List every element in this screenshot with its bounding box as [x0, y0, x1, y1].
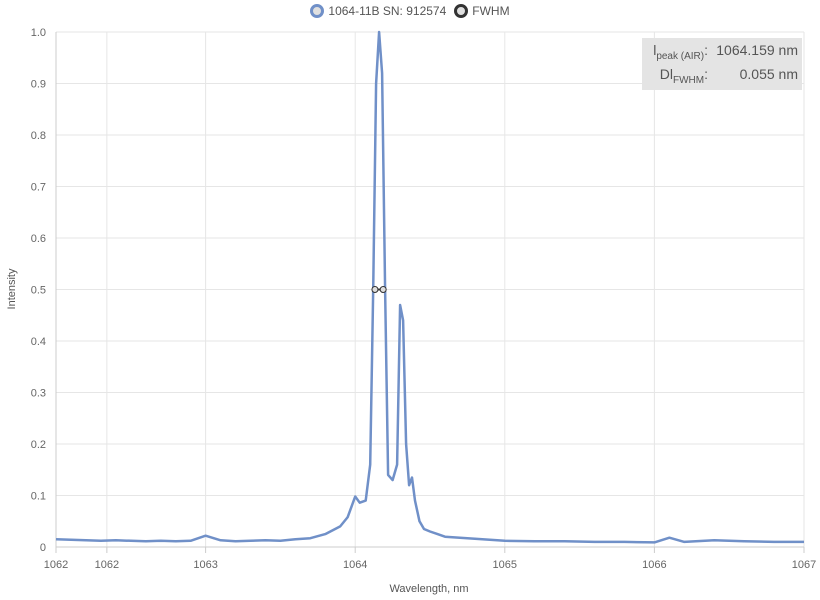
- legend: 1064-11B SN: 912574 FWHM: [0, 4, 820, 18]
- y-tick-label: 0.9: [31, 79, 46, 91]
- x-tick-labels: 1062 1062 1063 1064 1065 1066 1067: [44, 559, 816, 571]
- x-tick-label: 1066: [642, 559, 666, 571]
- info-box: lpeak (AIR): 1064.159 nm DlFWHM: 0.055 n…: [642, 38, 802, 90]
- x-tick-label: 1064: [343, 559, 367, 571]
- fwhm-swatch-icon: [454, 4, 469, 18]
- y-tick-label: 0.3: [31, 388, 46, 400]
- y-tick-label: 0.6: [31, 233, 46, 245]
- peak-value: 1064.159 nm: [716, 42, 798, 58]
- y-tick-label: 0.4: [31, 336, 46, 348]
- legend-item-fwhm[interactable]: FWHM: [454, 4, 510, 18]
- fwhm-point: [379, 286, 387, 293]
- peak-label: lpeak (AIR):: [653, 42, 708, 62]
- y-tick-label: 0.7: [31, 182, 46, 194]
- spectrum-series-line: [55, 30, 804, 544]
- x-tick-label: 1063: [193, 559, 217, 571]
- series-layer: [55, 30, 804, 544]
- legend-series-label: 1064-11B SN: 912574: [328, 4, 447, 18]
- x-tick-label: 1067: [792, 559, 816, 571]
- y-tick-label: 1.0: [31, 27, 46, 39]
- fwhm-info-label: DlFWHM:: [659, 66, 708, 86]
- y-axis-title: Intensity: [6, 268, 18, 309]
- y-tick-label: 0: [40, 542, 46, 554]
- legend-fwhm-label: FWHM: [472, 4, 510, 18]
- grid-lines: [56, 31, 805, 548]
- x-tick-label: 1062: [44, 559, 68, 571]
- y-tick-label: 0.1: [31, 491, 46, 503]
- fwhm-row: DlFWHM: 0.055 nm: [642, 66, 798, 86]
- y-tick-label: 0.8: [31, 130, 46, 142]
- axes: [55, 32, 805, 553]
- series-swatch-icon: [310, 4, 325, 18]
- fwhm-point: [371, 286, 379, 293]
- x-axis-title: Wavelength, nm: [389, 583, 468, 595]
- x-tick-label: 1065: [493, 559, 517, 571]
- legend-item-series[interactable]: 1064-11B SN: 912574: [310, 4, 446, 18]
- y-tick-label: 0.2: [31, 439, 46, 451]
- y-tick-label: 0.5: [31, 285, 46, 297]
- peak-row: lpeak (AIR): 1064.159 nm: [642, 42, 798, 62]
- x-tick-label: 1062: [95, 559, 119, 571]
- fwhm-value: 0.055 nm: [739, 66, 798, 82]
- y-tick-labels: 0 0.1 0.2 0.3 0.4 0.5 0.6 0.7 0.8 0.9 1.0: [31, 27, 46, 554]
